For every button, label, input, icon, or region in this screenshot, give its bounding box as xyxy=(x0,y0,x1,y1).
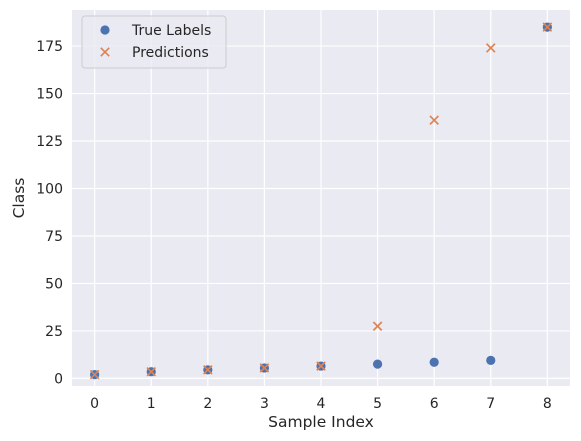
true-label-point xyxy=(486,355,496,365)
x-tick-label: 1 xyxy=(147,396,156,412)
legend-box xyxy=(81,15,227,69)
y-tick-labels: 0 25 50 75 100 125 150 175 xyxy=(36,39,63,387)
y-tick-label: 50 xyxy=(45,276,63,292)
legend: True Labels Predictions xyxy=(81,15,227,69)
prediction-point xyxy=(429,115,439,125)
x-tick-label: 5 xyxy=(373,396,382,412)
prediction-point xyxy=(259,363,270,373)
x-tick-labels: 0 1 2 3 4 5 6 7 8 xyxy=(90,396,552,412)
prediction-point xyxy=(316,361,326,371)
prediction-point xyxy=(485,43,496,53)
prediction-point xyxy=(372,321,383,331)
y-tick-label: 75 xyxy=(45,229,63,245)
prediction-point xyxy=(542,22,553,32)
true-label-point xyxy=(429,357,439,367)
x-tick-label: 6 xyxy=(430,396,439,412)
data-points xyxy=(89,22,553,380)
legend-marker-predictions xyxy=(100,47,110,57)
x-tick-label: 8 xyxy=(543,396,552,412)
y-tick-label: 0 xyxy=(54,371,63,387)
y-axis-label: Class xyxy=(10,178,28,219)
x-tick-label: 3 xyxy=(260,396,269,412)
y-tick-label: 150 xyxy=(36,87,63,103)
prediction-point xyxy=(89,369,100,380)
x-tick-label: 7 xyxy=(486,396,495,412)
x-axis-label: Sample Index xyxy=(268,413,374,431)
prediction-point xyxy=(203,365,213,375)
y-tick-label: 25 xyxy=(45,324,63,340)
true-label-point xyxy=(372,359,383,369)
x-tick-label: 4 xyxy=(317,396,326,412)
y-tick-label: 175 xyxy=(36,39,63,55)
legend-marker-true-labels xyxy=(100,25,110,35)
legend-label: True Labels xyxy=(131,23,211,39)
prediction-point xyxy=(146,366,157,377)
x-tick-label: 0 xyxy=(90,396,99,412)
grid-lines xyxy=(72,10,570,386)
y-tick-label: 100 xyxy=(36,182,63,198)
x-tick-label: 2 xyxy=(203,396,212,412)
legend-label: Predictions xyxy=(132,45,209,61)
y-tick-label: 125 xyxy=(36,134,63,150)
